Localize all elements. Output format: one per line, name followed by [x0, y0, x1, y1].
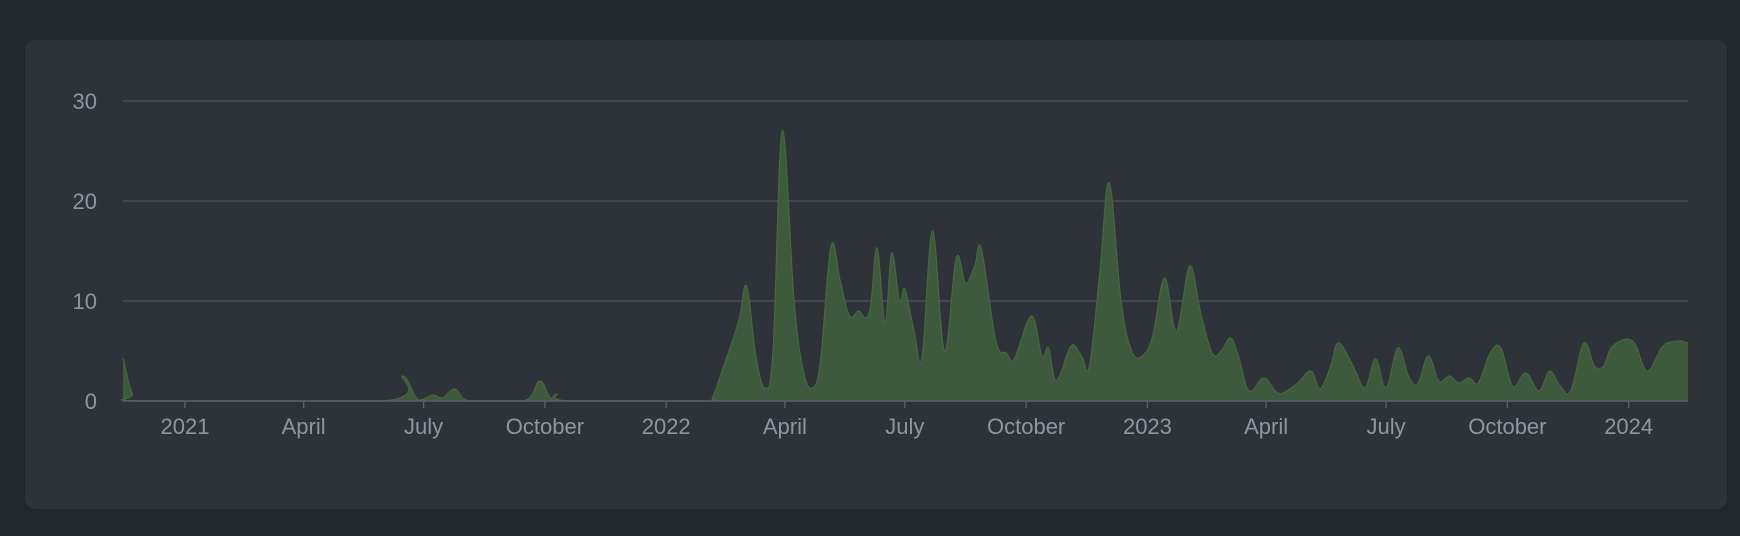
- x-tick-label-6: July: [885, 414, 924, 439]
- x-tick-label-5: April: [763, 414, 807, 439]
- x-tick-label-4: 2022: [642, 414, 691, 439]
- series-line: [120, 130, 1689, 402]
- x-tick-label-7: October: [987, 414, 1065, 439]
- x-tick-label-3: October: [506, 414, 584, 439]
- x-tick-label-8: 2023: [1123, 414, 1172, 439]
- y-tick-label-0: 0: [85, 389, 97, 414]
- chart-card: 0 10 20 30 2021 April July October 2022 April July…: [25, 40, 1727, 509]
- x-tick-label-12: 2024: [1604, 414, 1653, 439]
- y-tick-label-20: 20: [73, 189, 97, 214]
- x-tick-label-9: April: [1244, 414, 1288, 439]
- x-tick-label-10: July: [1367, 414, 1406, 439]
- y-tick-label-10: 10: [73, 289, 97, 314]
- series-area: [121, 130, 1688, 401]
- chart-svg: 0 10 20 30 2021 April July October 2022 April July…: [73, 89, 1689, 439]
- x-tick-label-2: July: [404, 414, 443, 439]
- x-tick-label-0: 2021: [160, 414, 209, 439]
- x-tick-label-11: October: [1468, 414, 1546, 439]
- x-tick-label-1: April: [282, 414, 326, 439]
- y-tick-label-30: 30: [73, 89, 97, 114]
